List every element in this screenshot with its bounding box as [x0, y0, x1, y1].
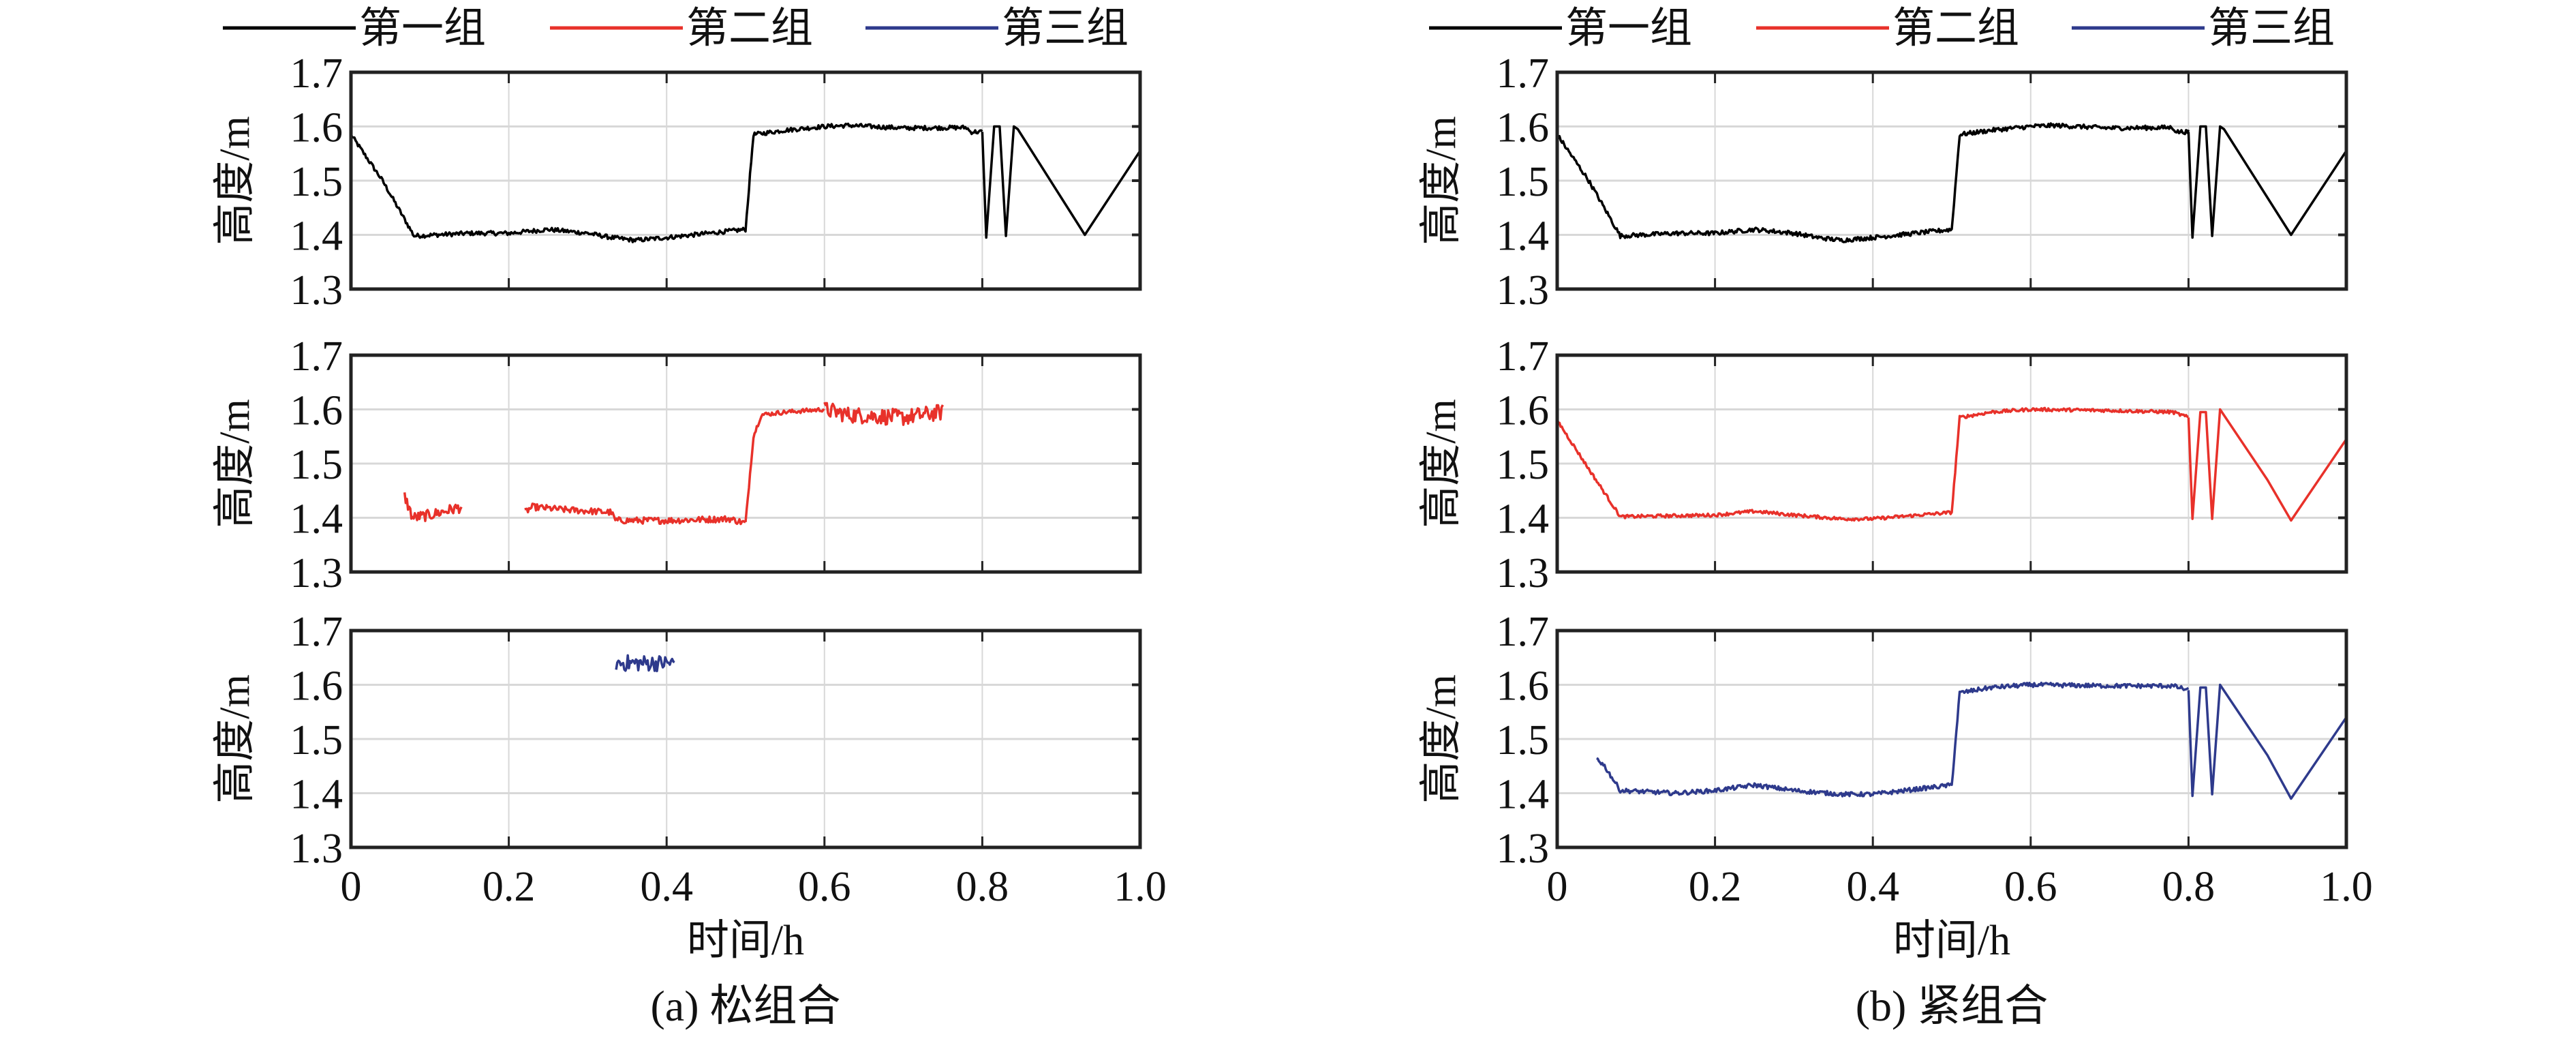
panel-b: 第一组 第二组 第三组 1.3 1.4 1.5 1.6 1.7 高度/m 1.3 1.4 1.5 1.6…: [1418, 5, 2373, 1030]
y-axis-label: 高度/m: [1418, 116, 1465, 245]
y-tick-label: 1.5: [290, 159, 343, 205]
series-line-1-segment-2: [2187, 125, 2348, 239]
y-tick-label: 1.3: [1497, 267, 1550, 314]
subplot-2: 1.3 1.4 1.5 1.6 1.7 高度/m: [212, 333, 1142, 597]
y-tick-label: 1.4: [290, 213, 343, 260]
x-axis-label: 时间/h: [1893, 918, 2010, 964]
y-tick-label: 1.5: [1497, 442, 1550, 488]
series-line-1-segment-1: [1556, 122, 2190, 243]
y-tick-label: 1.7: [290, 609, 343, 655]
y-tick-label: 1.5: [290, 442, 343, 488]
y-tick-label: 1.6: [290, 663, 343, 710]
y-axis-label: 高度/m: [212, 674, 258, 803]
y-tick-label: 1.6: [1497, 388, 1550, 434]
panel-a: 第一组 第二组 第三组 1.3 1.4 1.5 1.6 1.7 高度/m 1.3 1.4 1.5 1.6…: [212, 5, 1167, 1030]
axes-frame: [1555, 70, 2348, 291]
y-tick-label: 1.3: [1497, 826, 1550, 872]
y-tick-label: 1.4: [290, 772, 343, 818]
legend-label-3: 第三组: [1002, 5, 1129, 52]
axes-frame: [349, 70, 1142, 291]
y-tick-label: 1.4: [1497, 496, 1550, 543]
subplot-3: 1.3 1.4 1.5 1.6 1.7 高度/m 0 0.2 0.4 0.6 0.8 1.0: [1418, 609, 2373, 910]
panel-caption: (a) 松组合: [650, 982, 840, 1030]
series-line-2-segment-2: [524, 502, 746, 526]
y-tick-label: 1.3: [1497, 550, 1550, 597]
y-tick-label: 1.6: [1497, 663, 1550, 710]
y-axis-label: 高度/m: [1418, 674, 1465, 803]
y-tick-label: 1.5: [1497, 159, 1550, 205]
x-tick-label: 0: [1547, 864, 1568, 910]
y-tick-label: 1.7: [1497, 50, 1550, 97]
legend-label-1: 第一组: [1565, 5, 1692, 52]
series-line-2-segment-4: [823, 402, 945, 426]
legend-label-2: 第二组: [1892, 5, 2019, 52]
legend-label-3: 第三组: [2208, 5, 2335, 52]
y-tick-label: 1.4: [1497, 213, 1550, 260]
x-tick-label: 0.8: [2162, 864, 2215, 910]
y-tick-label: 1.3: [290, 826, 343, 872]
series-line-2-segment-1: [403, 492, 463, 522]
subplot-1: 1.3 1.4 1.5 1.6 1.7 高度/m: [1418, 50, 2348, 314]
series-line-2-segment-3: [744, 407, 825, 523]
subplot-1: 1.3 1.4 1.5 1.6 1.7 高度/m: [212, 50, 1142, 314]
y-tick-label: 1.3: [290, 267, 343, 314]
y-tick-label: 1.5: [1497, 717, 1550, 764]
y-tick-label: 1.6: [290, 105, 343, 151]
series-line-3-segment-2: [2187, 683, 2348, 800]
x-tick-label: 0.6: [2004, 864, 2057, 910]
y-tick-label: 1.7: [290, 333, 343, 380]
y-tick-label: 1.3: [290, 550, 343, 597]
x-tick-label: 0.8: [956, 864, 1009, 910]
y-axis-label: 高度/m: [212, 116, 258, 245]
subplot-2: 1.3 1.4 1.5 1.6 1.7 高度/m: [1418, 333, 2348, 597]
x-tick-label: 0: [341, 864, 362, 910]
legend-label-2: 第二组: [686, 5, 813, 52]
y-tick-label: 1.6: [1497, 105, 1550, 151]
x-tick-label: 1.0: [2320, 864, 2373, 910]
y-axis-label: 高度/m: [1418, 399, 1465, 528]
series-line-1-segment-1: [350, 122, 983, 243]
x-tick-label: 0.4: [1846, 864, 1899, 910]
x-axis-label: 时间/h: [687, 918, 804, 964]
series-line-2-segment-2: [2187, 408, 2348, 522]
x-tick-label: 1.0: [1114, 864, 1167, 910]
y-tick-label: 1.6: [290, 388, 343, 434]
y-tick-label: 1.4: [1497, 772, 1550, 818]
y-tick-label: 1.5: [290, 717, 343, 764]
subplot-3: 1.3 1.4 1.5 1.6 1.7 高度/m 0 0.2 0.4 0.6 0.8 1.0: [212, 609, 1167, 910]
axes-frame: [349, 353, 1142, 574]
series-line-3-segment-1: [1596, 681, 2190, 798]
x-tick-label: 0.6: [798, 864, 851, 910]
x-tick-label: 0.2: [482, 864, 536, 910]
axes-frame: [1555, 629, 2348, 849]
x-tick-label: 0.2: [1689, 864, 1742, 910]
legend-label-1: 第一组: [359, 5, 486, 52]
panel-caption: (b) 紧组合: [1856, 982, 2049, 1030]
series-line-2-segment-1: [1556, 406, 2189, 522]
series-line-3-segment-1: [615, 654, 675, 673]
y-tick-label: 1.4: [290, 496, 343, 543]
axes-frame: [349, 629, 1142, 849]
x-tick-label: 0.4: [640, 864, 693, 910]
y-tick-label: 1.7: [1497, 609, 1550, 655]
axes-frame: [1555, 353, 2348, 574]
y-tick-label: 1.7: [1497, 333, 1550, 380]
y-tick-label: 1.7: [290, 50, 343, 97]
y-axis-label: 高度/m: [212, 399, 258, 528]
series-line-1-segment-2: [981, 125, 1141, 239]
